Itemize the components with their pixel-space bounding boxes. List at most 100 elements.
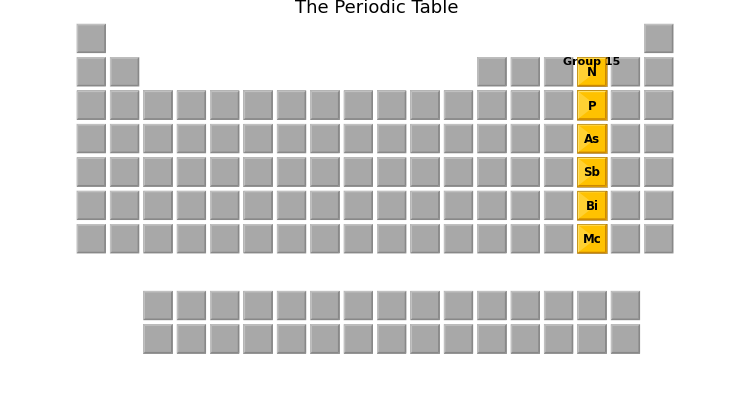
- Polygon shape: [244, 191, 245, 221]
- Polygon shape: [644, 58, 645, 87]
- Polygon shape: [143, 152, 173, 154]
- Polygon shape: [438, 91, 440, 121]
- Polygon shape: [110, 219, 139, 221]
- Polygon shape: [338, 225, 339, 254]
- Polygon shape: [143, 158, 173, 160]
- Polygon shape: [338, 291, 339, 320]
- Polygon shape: [176, 125, 179, 154]
- Polygon shape: [244, 291, 245, 320]
- Polygon shape: [538, 191, 540, 221]
- Polygon shape: [611, 225, 612, 254]
- Polygon shape: [611, 324, 640, 326]
- Polygon shape: [477, 191, 507, 193]
- Polygon shape: [171, 91, 173, 121]
- Polygon shape: [444, 152, 474, 154]
- Polygon shape: [143, 252, 173, 254]
- Polygon shape: [176, 191, 179, 221]
- Polygon shape: [578, 58, 607, 60]
- Polygon shape: [605, 91, 607, 121]
- Polygon shape: [605, 191, 607, 221]
- Polygon shape: [505, 291, 507, 320]
- Polygon shape: [244, 324, 245, 354]
- Polygon shape: [578, 58, 579, 87]
- Polygon shape: [244, 291, 273, 293]
- Bar: [611, 158, 640, 187]
- Polygon shape: [611, 58, 640, 60]
- Polygon shape: [104, 191, 106, 221]
- Polygon shape: [578, 225, 607, 226]
- Polygon shape: [110, 152, 139, 154]
- Polygon shape: [572, 91, 573, 121]
- Polygon shape: [611, 125, 640, 126]
- Polygon shape: [344, 158, 373, 160]
- Polygon shape: [76, 191, 106, 193]
- Polygon shape: [310, 352, 339, 354]
- Polygon shape: [204, 158, 206, 187]
- Bar: [344, 324, 373, 354]
- Polygon shape: [244, 186, 273, 187]
- Polygon shape: [444, 324, 474, 326]
- Polygon shape: [104, 24, 106, 54]
- Polygon shape: [405, 291, 406, 320]
- Polygon shape: [578, 152, 607, 154]
- Bar: [578, 225, 607, 254]
- Bar: [277, 225, 306, 254]
- Polygon shape: [210, 352, 240, 354]
- Polygon shape: [176, 225, 206, 226]
- Bar: [578, 158, 607, 187]
- Polygon shape: [310, 225, 339, 226]
- Polygon shape: [271, 125, 273, 154]
- Polygon shape: [204, 91, 206, 121]
- Polygon shape: [611, 291, 612, 320]
- Polygon shape: [271, 291, 273, 320]
- Text: Bi: Bi: [586, 199, 599, 212]
- Polygon shape: [76, 191, 78, 221]
- Polygon shape: [471, 324, 474, 354]
- Polygon shape: [176, 91, 206, 93]
- Bar: [477, 125, 507, 154]
- Polygon shape: [138, 125, 139, 154]
- Polygon shape: [204, 191, 206, 221]
- Polygon shape: [444, 158, 474, 160]
- Polygon shape: [444, 191, 446, 221]
- Bar: [578, 191, 607, 221]
- Bar: [344, 158, 373, 187]
- Polygon shape: [277, 125, 306, 126]
- Bar: [110, 58, 139, 87]
- Bar: [510, 291, 540, 320]
- Polygon shape: [510, 324, 512, 354]
- Polygon shape: [438, 125, 440, 154]
- Polygon shape: [277, 158, 306, 160]
- Polygon shape: [611, 119, 640, 121]
- Polygon shape: [310, 291, 339, 293]
- Polygon shape: [344, 225, 345, 254]
- Polygon shape: [611, 85, 640, 87]
- Polygon shape: [244, 91, 245, 121]
- Polygon shape: [310, 186, 339, 187]
- Polygon shape: [210, 252, 240, 254]
- Polygon shape: [410, 91, 440, 93]
- Polygon shape: [578, 186, 607, 187]
- Bar: [477, 291, 507, 320]
- Polygon shape: [371, 158, 373, 187]
- Polygon shape: [639, 191, 640, 221]
- Polygon shape: [176, 152, 206, 154]
- Polygon shape: [377, 291, 379, 320]
- Polygon shape: [143, 291, 145, 320]
- Polygon shape: [277, 119, 306, 121]
- Polygon shape: [238, 291, 240, 320]
- Bar: [377, 125, 406, 154]
- Polygon shape: [538, 58, 540, 87]
- Bar: [110, 91, 139, 121]
- Polygon shape: [377, 152, 406, 154]
- Bar: [510, 225, 540, 254]
- Polygon shape: [210, 291, 212, 320]
- Polygon shape: [76, 186, 106, 187]
- Polygon shape: [344, 291, 373, 293]
- Polygon shape: [579, 193, 592, 219]
- Polygon shape: [672, 91, 673, 121]
- Polygon shape: [639, 91, 640, 121]
- Polygon shape: [244, 324, 273, 326]
- Bar: [410, 125, 440, 154]
- Polygon shape: [639, 324, 640, 354]
